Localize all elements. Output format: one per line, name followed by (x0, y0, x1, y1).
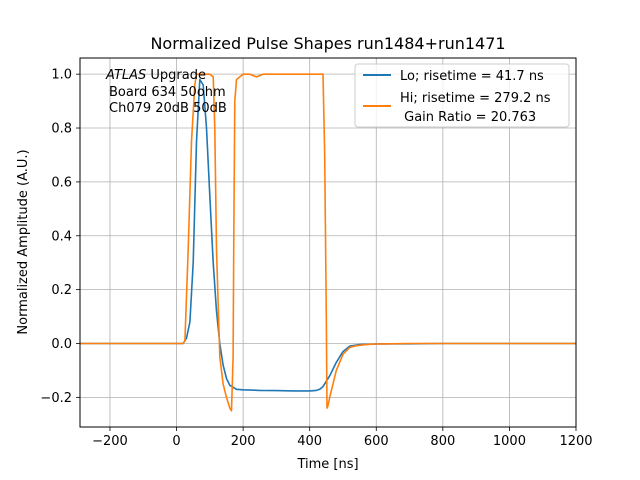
plot-area (80, 73, 576, 412)
y-axis-label: Normalized Amplitude (A.U.) (16, 149, 31, 334)
annotation-line-2: Board 634 50ohm (109, 85, 226, 100)
x-tick-label: 0 (172, 434, 180, 449)
legend-box (354, 63, 570, 128)
series-layer (80, 73, 576, 412)
x-tick-label: 400 (297, 434, 322, 449)
legend: Lo; risetime = 41.7 ns Hi; risetime = 27… (354, 63, 570, 128)
y-tick-label: 1.0 (51, 68, 72, 83)
series-line-hi (80, 73, 576, 412)
x-tick-label: 1200 (559, 434, 592, 449)
y-tick-label: 0.4 (51, 229, 72, 244)
x-tick-label: 600 (364, 434, 389, 449)
y-tick-label: 0.6 (51, 175, 72, 190)
y-tick-label: −0.2 (40, 391, 72, 406)
x-tick-label: −200 (92, 434, 128, 449)
x-tick-label: 800 (430, 434, 455, 449)
x-axis-label: Time [ns] (296, 457, 358, 472)
annotation-atlas: ATLAS (105, 68, 146, 83)
annotation-block: ATLAS Upgrade Board 634 50ohm Ch079 20dB… (105, 68, 227, 116)
x-tick-label: 1000 (493, 434, 526, 449)
legend-label-hi-gain: Gain Ratio = 20.763 (400, 110, 536, 125)
annotation-upgrade: Upgrade (146, 68, 206, 83)
x-axis: −200 0 200 400 600 800 1000 1200 (92, 427, 593, 449)
axes-frame (79, 57, 577, 428)
legend-label-lo: Lo; risetime = 41.7 ns (400, 69, 544, 84)
chart-title: Normalized Pulse Shapes run1484+run1471 (150, 34, 505, 53)
y-tick-label: 0.8 (51, 122, 72, 137)
x-tick-label: 200 (231, 434, 256, 449)
y-axis: −0.2 0.0 0.2 0.4 0.6 0.8 1.0 (40, 68, 80, 406)
legend-label-hi: Hi; risetime = 279.2 ns (400, 91, 551, 106)
y-tick-label: 0.2 (51, 283, 72, 298)
annotation-line-3: Ch079 20dB 50dB (109, 101, 227, 116)
y-tick-label: 0.0 (51, 337, 72, 352)
annotation-line-1: ATLAS Upgrade (105, 68, 206, 83)
